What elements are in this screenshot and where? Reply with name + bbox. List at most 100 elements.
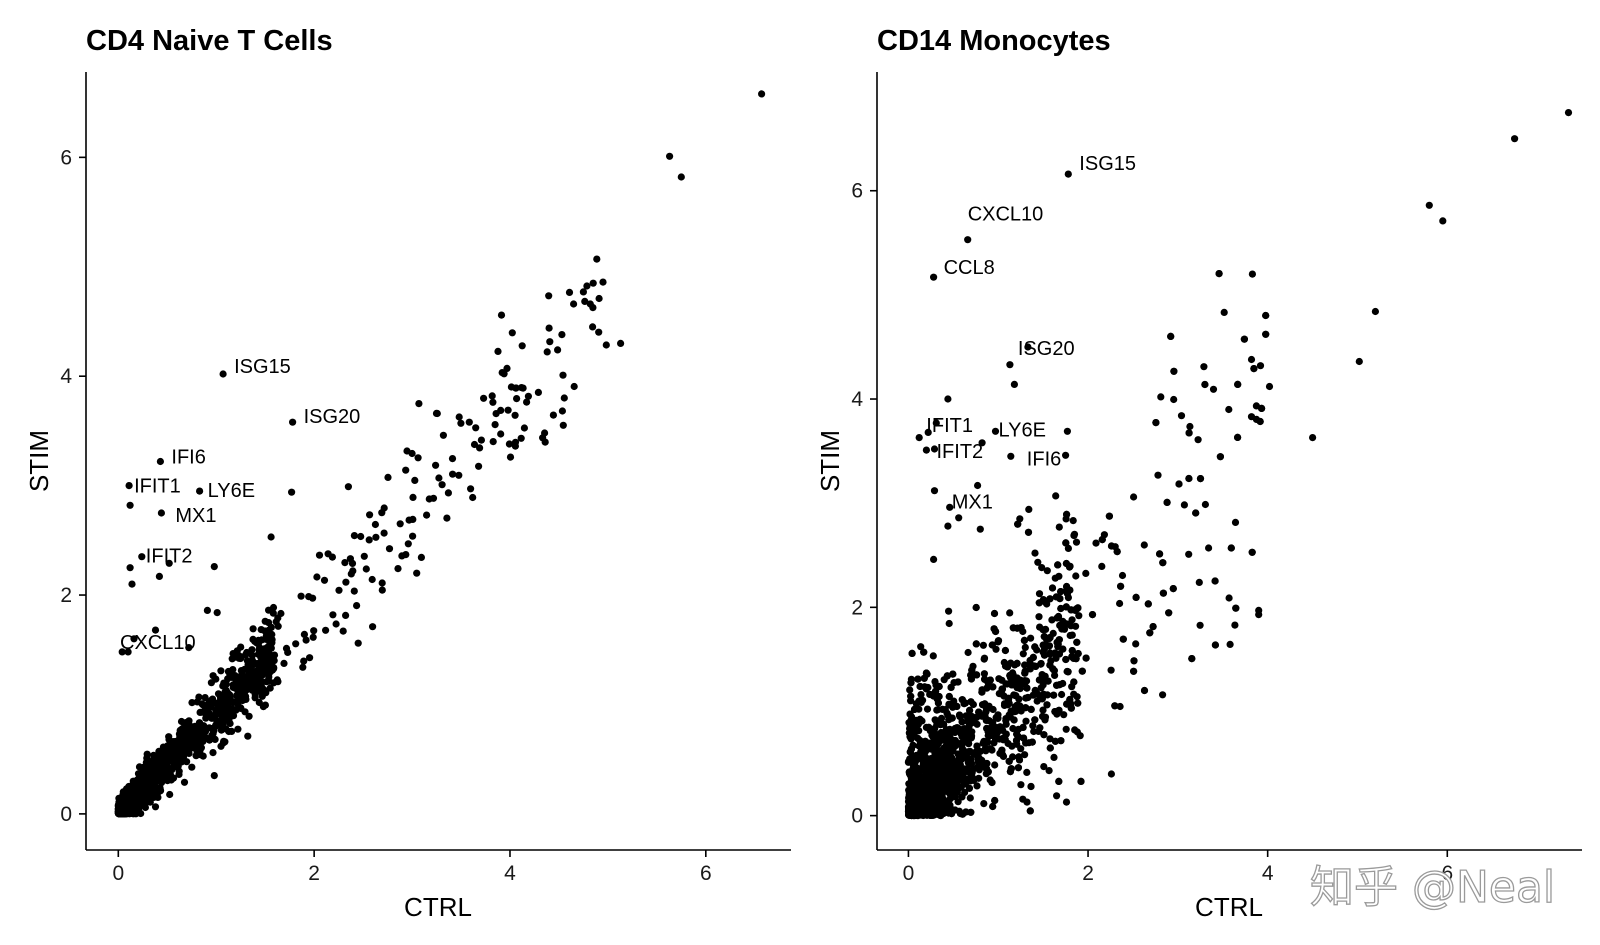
scatter-point <box>1068 631 1076 639</box>
scatter-point <box>1038 564 1046 572</box>
scatter-point <box>186 735 195 743</box>
scatter-point <box>1227 544 1235 552</box>
scatter-point <box>1130 657 1138 665</box>
scatter-point <box>970 750 978 758</box>
scatter-point <box>1062 725 1070 733</box>
scatter-point <box>1043 567 1051 575</box>
scatter-point <box>1045 767 1053 775</box>
scatter-point <box>144 793 152 801</box>
gene-point-ifi6 <box>156 457 164 466</box>
scatter-point <box>1055 777 1063 786</box>
scatter-point <box>180 741 188 749</box>
scatter-point <box>951 724 959 733</box>
scatter-point <box>1053 792 1061 800</box>
scatter-point <box>1066 562 1074 570</box>
scatter-point <box>964 648 972 657</box>
scatter-point <box>1072 572 1080 580</box>
scatter-point <box>201 727 209 735</box>
scatter-point <box>545 292 553 300</box>
scatter-point <box>188 763 196 771</box>
scatter-point <box>1511 135 1519 143</box>
scatter-point <box>543 348 551 356</box>
scatter-point <box>1016 515 1024 523</box>
scatter-point <box>494 347 502 355</box>
scatter-point <box>968 666 976 674</box>
scatter-point <box>1309 434 1317 442</box>
scatter-point <box>1078 667 1086 675</box>
scatter-point <box>1073 728 1081 736</box>
scatter-point <box>1046 735 1054 743</box>
scatter-point <box>362 565 370 573</box>
scatter-point <box>357 532 365 541</box>
scatter-point <box>203 606 211 615</box>
scatter-point <box>409 493 417 501</box>
scatter-point <box>248 667 256 676</box>
scatter-point <box>1009 724 1017 733</box>
scatter-point <box>255 698 263 707</box>
scatter-point <box>1064 668 1072 676</box>
scatter-point <box>1088 611 1097 619</box>
scatter-point <box>912 790 920 799</box>
scatter-point <box>378 509 386 517</box>
scatter-point <box>384 473 392 481</box>
scatter-point <box>1010 380 1019 388</box>
scatter-point <box>470 440 479 449</box>
scatter-point <box>1068 616 1076 624</box>
scatter-point <box>924 683 932 692</box>
scatter-point <box>342 578 350 586</box>
scatter-point <box>267 533 275 541</box>
scatter-point <box>180 778 189 786</box>
scatter-point <box>993 729 1001 737</box>
scatter-point <box>165 559 173 567</box>
scatter-point <box>1006 609 1014 617</box>
scatter-point <box>1196 475 1205 483</box>
scatter-point <box>1165 609 1173 617</box>
scatter-point <box>472 424 480 432</box>
scatter-point <box>309 633 317 641</box>
scatter-point <box>306 654 314 662</box>
scatter-point <box>559 371 567 379</box>
scatter-point <box>1225 594 1233 602</box>
scatter-point <box>269 609 277 617</box>
scatter-point <box>1043 600 1051 608</box>
gene-point-ifit1 <box>125 482 133 490</box>
scatter-point <box>930 763 938 771</box>
scatter-point <box>511 442 519 450</box>
scatter-point <box>224 716 232 724</box>
scatter-point <box>134 793 143 802</box>
scatter-point <box>229 666 237 674</box>
scatter-point <box>922 669 931 677</box>
scatter-point <box>999 726 1007 734</box>
scatter-point <box>1021 643 1029 652</box>
scatter-point <box>988 778 996 787</box>
scatter-point <box>910 705 919 714</box>
scatter-point <box>257 626 265 634</box>
scatter-point <box>1062 539 1070 547</box>
scatter-point <box>457 419 465 427</box>
scatter-point <box>520 424 529 432</box>
scatter-point <box>965 740 973 748</box>
scatter-point <box>1055 572 1063 580</box>
scatter-point <box>236 694 244 702</box>
scatter-point <box>143 750 151 758</box>
scatter-point <box>210 563 218 571</box>
scatter-point <box>368 575 376 584</box>
scatter-point <box>1231 621 1239 629</box>
scatter-point <box>1225 405 1233 414</box>
scatter-point <box>1013 659 1021 668</box>
scatter-point <box>404 540 412 548</box>
scatter-point <box>1130 493 1138 501</box>
scatter-point <box>1016 702 1024 710</box>
scatter-point <box>1051 737 1059 745</box>
scatter-point <box>560 394 568 402</box>
scatter-point <box>1194 436 1202 444</box>
scatter-point <box>1159 589 1167 597</box>
scatter-point <box>415 400 423 408</box>
scatter-point <box>990 609 999 618</box>
scatter-point <box>1030 727 1038 736</box>
scatter-point <box>998 685 1007 693</box>
scatter-point <box>964 717 972 726</box>
scatter-point <box>1056 595 1064 603</box>
scatter-point <box>924 428 932 436</box>
